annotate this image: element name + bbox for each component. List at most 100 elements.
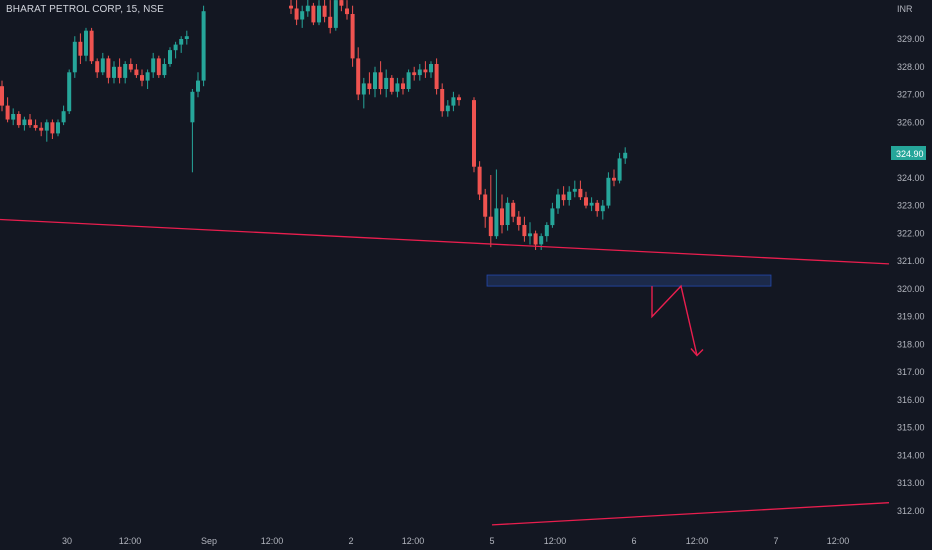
y-tick-label: 316.00 xyxy=(897,395,925,405)
candle-body xyxy=(561,194,566,201)
y-tick-label: 323.00 xyxy=(897,201,925,211)
candle-body xyxy=(0,86,4,106)
candle-body xyxy=(401,83,405,89)
candle-body xyxy=(477,166,482,195)
candle-body xyxy=(584,197,588,206)
y-tick-label: 329.00 xyxy=(897,34,925,44)
candle-body xyxy=(494,208,499,237)
trendline-lower[interactable] xyxy=(491,502,890,526)
candle-body xyxy=(572,188,577,192)
candle-body xyxy=(423,69,428,73)
candle-body xyxy=(317,5,321,23)
candle-body xyxy=(406,72,411,89)
candle-body xyxy=(22,119,27,126)
candle-body xyxy=(128,64,133,70)
candle-body xyxy=(505,202,510,225)
candle-body xyxy=(117,66,122,78)
candle-body xyxy=(50,122,55,134)
candle-body xyxy=(33,125,38,128)
arrow-head xyxy=(690,348,704,357)
candle-body xyxy=(429,64,433,73)
candle-body xyxy=(511,202,516,217)
x-tick-label: 2 xyxy=(348,536,353,546)
candle-body xyxy=(328,16,333,28)
candle-body xyxy=(168,50,172,64)
candles xyxy=(0,0,628,250)
demand-zone[interactable] xyxy=(486,274,772,287)
candle-body xyxy=(201,11,206,81)
candle-body xyxy=(595,202,600,212)
candle-body xyxy=(173,44,178,51)
candle-body xyxy=(451,97,456,106)
y-tick-label: 314.00 xyxy=(897,451,925,461)
candle-body xyxy=(156,58,161,76)
candle-body xyxy=(384,77,389,89)
candle-body xyxy=(600,205,605,212)
y-tick-label: 317.00 xyxy=(897,367,925,377)
candle-body xyxy=(78,41,83,56)
candle-body xyxy=(457,97,461,101)
chart-title: BHARAT PETROL CORP, 15, NSE xyxy=(6,4,164,15)
candle-body xyxy=(322,5,327,17)
candle-body xyxy=(89,30,94,62)
x-axis: 30 12:00 Sep 12:00 2 12:00 5 12:00 6 12:00 7 12:00 xyxy=(62,536,849,546)
x-tick-label: 5 xyxy=(489,536,494,546)
x-tick-label: 12:00 xyxy=(402,536,425,546)
y-tick-label: 319.00 xyxy=(897,312,925,322)
candle-body xyxy=(289,5,293,9)
candle-body xyxy=(356,58,361,95)
y-axis: 329.00328.00327.00326.00325.00324.00323.… xyxy=(897,34,925,516)
candle-body xyxy=(311,5,316,23)
candle-body xyxy=(196,80,200,92)
x-tick-label: 7 xyxy=(773,536,778,546)
candle-body xyxy=(522,225,527,237)
projection-arrow[interactable] xyxy=(651,284,698,356)
y-tick-label: 326.00 xyxy=(897,117,925,127)
candle-body xyxy=(440,89,445,112)
candle-body xyxy=(373,72,377,89)
x-tick-label: 12:00 xyxy=(119,536,142,546)
candle-body xyxy=(589,202,594,206)
candle-body xyxy=(300,11,305,20)
candle-body xyxy=(516,216,521,225)
y-tick-label: 313.00 xyxy=(897,478,925,488)
y-tick-label: 322.00 xyxy=(897,228,925,238)
candle-body xyxy=(184,36,189,39)
candle-body xyxy=(345,8,349,15)
candle-body xyxy=(44,122,49,131)
candle-body xyxy=(100,58,105,73)
candle-body xyxy=(28,119,32,126)
candle-body xyxy=(61,111,66,123)
candle-body xyxy=(179,39,184,45)
candle-body xyxy=(617,158,622,181)
candle-body xyxy=(162,64,167,76)
candle-body xyxy=(134,69,139,76)
candle-body xyxy=(140,75,144,81)
candle-body xyxy=(612,177,616,181)
candle-body xyxy=(500,208,504,226)
candle-body xyxy=(67,72,72,112)
candle-body xyxy=(190,91,195,123)
x-tick-label: 12:00 xyxy=(261,536,284,546)
candle-body xyxy=(623,152,628,159)
candle-body xyxy=(483,194,488,217)
candle-body xyxy=(578,188,583,198)
currency-label: INR xyxy=(897,4,913,14)
candle-body xyxy=(350,14,355,59)
candle-body xyxy=(567,191,572,200)
y-tick-label: 315.00 xyxy=(897,423,925,433)
x-tick-label: 12:00 xyxy=(686,536,709,546)
annotations xyxy=(0,218,890,526)
candle-body xyxy=(339,0,344,6)
candle-body xyxy=(544,225,549,237)
candle-body xyxy=(434,64,439,89)
trendline-upper[interactable] xyxy=(0,218,890,265)
candle-body xyxy=(539,236,544,245)
candle-body xyxy=(112,66,116,78)
candle-body xyxy=(445,105,450,112)
y-tick-label: 324.00 xyxy=(897,173,925,183)
candle-body xyxy=(417,69,422,76)
x-tick-label: Sep xyxy=(201,536,217,546)
candle-body xyxy=(106,58,111,78)
